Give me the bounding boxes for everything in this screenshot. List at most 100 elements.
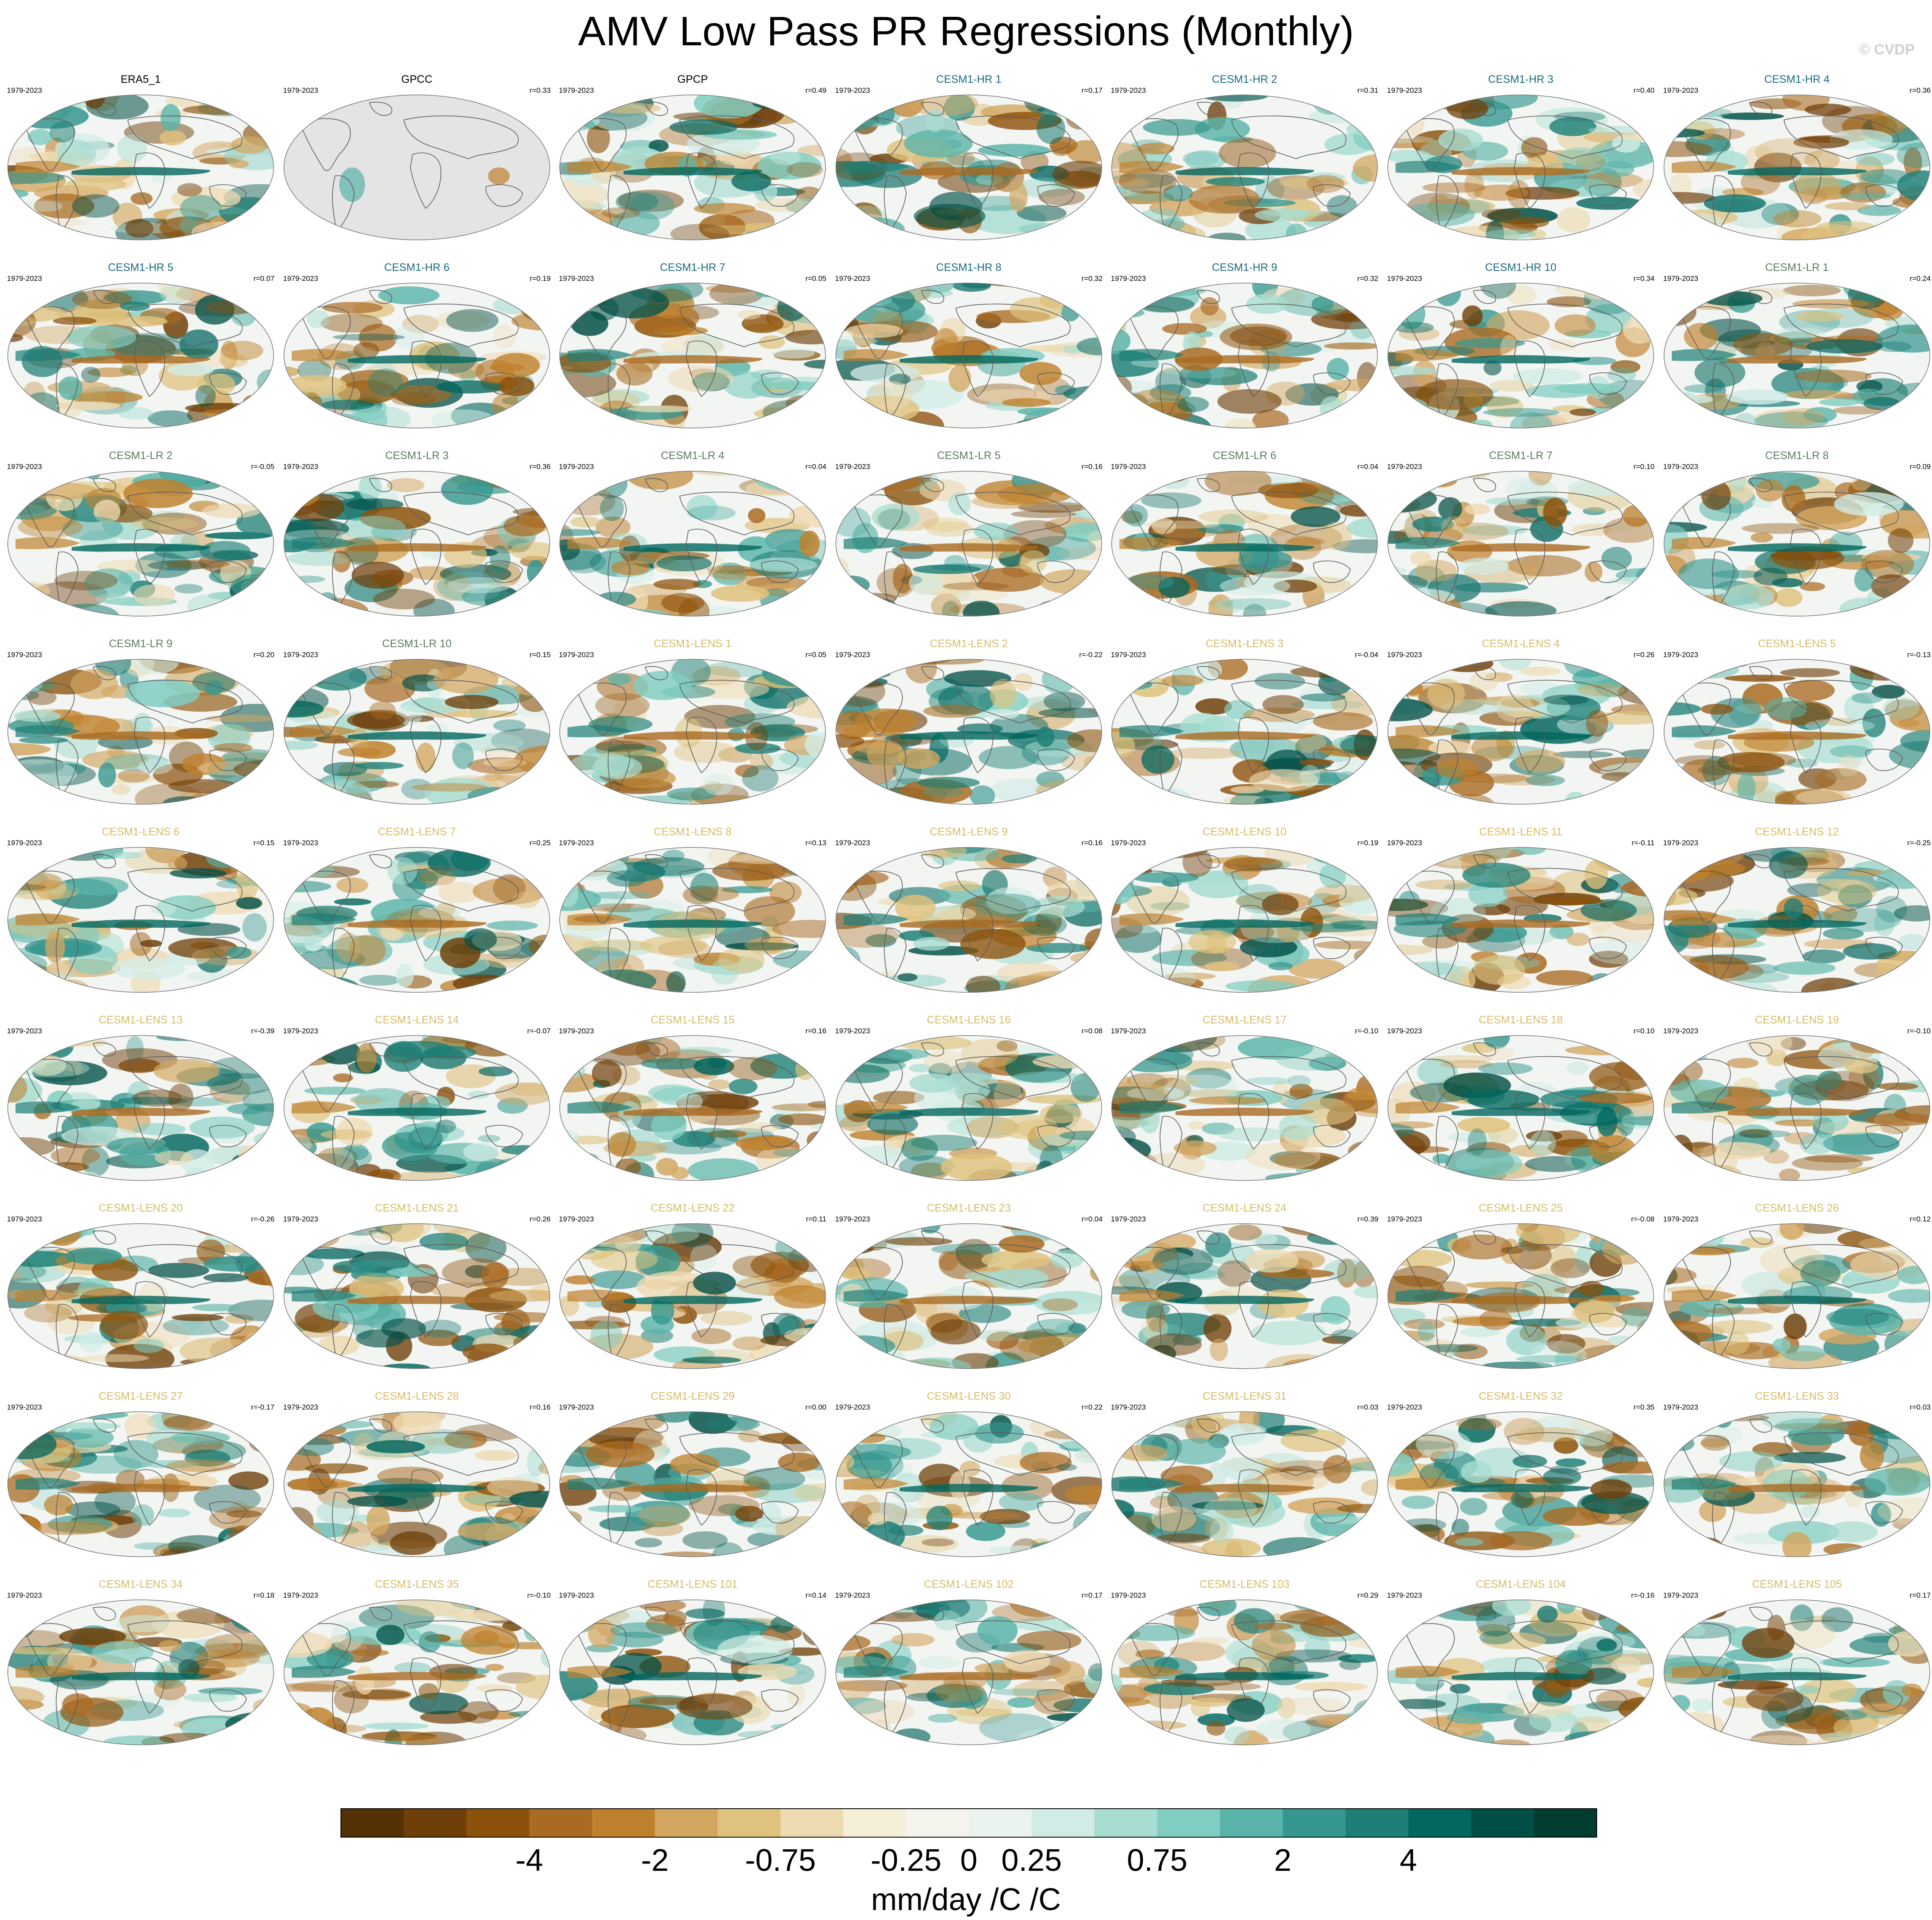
panel-title: CESM1-HR 1: [936, 73, 1002, 85]
coastline: [608, 1116, 630, 1174]
panel-correlation: r=-0.25: [1907, 839, 1931, 847]
coastline: [851, 306, 903, 359]
panel-period: 1979-2023: [835, 86, 870, 94]
coastline: [761, 937, 799, 959]
coastline: [1514, 1093, 1545, 1150]
colorbar-tick-label: -0.75: [745, 1843, 816, 1878]
colorbar-swatch: [1220, 1809, 1283, 1837]
panel-correlation: r=0.15: [253, 839, 274, 847]
coastline: [1784, 1620, 1899, 1664]
map-outline: [1664, 1035, 1930, 1181]
coastline: [209, 749, 247, 771]
panel-period: 1979-2023: [1663, 463, 1699, 471]
coastline: [23, 683, 75, 735]
map-outline: [7, 283, 274, 428]
coastline: [1784, 1432, 1899, 1476]
map-panel: CESM1-LENS 3 1979-2023 r=-0.04: [1111, 638, 1378, 810]
coastline: [92, 1606, 116, 1621]
panel-title: CESM1-LENS 23: [927, 1202, 1011, 1214]
panel-correlation: r=0.09: [1910, 463, 1931, 471]
coastline: [1196, 854, 1220, 869]
coastline: [920, 854, 944, 869]
coastline: [1514, 905, 1545, 962]
map-outline: [284, 1411, 550, 1557]
coastline: [56, 1116, 79, 1174]
coastline: [644, 666, 668, 680]
coastline: [686, 1469, 717, 1526]
coastline: [1507, 1056, 1623, 1100]
regression-map: [7, 471, 274, 617]
coastline: [1790, 340, 1822, 397]
map-panel: CESM1-LENS 19 1979-2023 r=-0.10: [1663, 1014, 1931, 1187]
coastline: [1790, 905, 1822, 962]
coastline: [1749, 101, 1772, 116]
coastline: [761, 372, 799, 395]
map-outline: [1664, 1411, 1930, 1557]
regression-map: [835, 1411, 1102, 1557]
panel-correlation: r=0.10: [1633, 463, 1655, 471]
coastline: [134, 1469, 165, 1526]
panel-correlation: r=0.24: [1910, 274, 1931, 283]
page-title: AMV Low Pass PR Regressions (Monthly): [578, 8, 1354, 54]
coastline: [1514, 717, 1545, 774]
colorbar-units: mm/day /C /C: [871, 1882, 1061, 1917]
coastline: [1680, 871, 1731, 923]
panel-period: 1979-2023: [1663, 1027, 1699, 1035]
coastline: [608, 928, 630, 985]
panel-period: 1979-2023: [559, 839, 594, 847]
coastline: [1866, 184, 1903, 207]
colorbar-swatch: [341, 1809, 404, 1837]
colorbar-swatch: [466, 1809, 529, 1837]
coastline: [134, 1281, 165, 1338]
coastline: [955, 303, 1071, 347]
map-panel: CESM1-LENS 27 1979-2023 r=-0.17: [7, 1390, 274, 1563]
coastline: [851, 1247, 903, 1300]
coastline: [962, 529, 993, 585]
coastline: [410, 152, 441, 209]
panel-title: CESM1-LR 5: [937, 450, 1001, 462]
coastline: [920, 1230, 944, 1245]
coastline: [23, 1623, 75, 1676]
coastline: [1712, 551, 1735, 609]
coastline: [127, 303, 243, 347]
panel-title: CESM1-LR 9: [109, 638, 173, 650]
coastline: [679, 1244, 795, 1288]
coastline: [1127, 1247, 1179, 1300]
coastline: [1231, 868, 1347, 912]
coastline: [575, 118, 627, 171]
coastline: [1749, 1230, 1772, 1245]
coastline: [1784, 303, 1899, 347]
panel-period: 1979-2023: [1663, 86, 1699, 94]
coastline: [1472, 854, 1496, 869]
panel-period: 1979-2023: [835, 1215, 870, 1223]
panel-period: 1979-2023: [559, 1027, 594, 1035]
coastline: [23, 1059, 75, 1111]
coastline: [686, 340, 717, 397]
panel-title: CESM1-LENS 5: [1758, 638, 1836, 650]
coastline: [209, 937, 247, 959]
panel-correlation: r=0.16: [1081, 463, 1103, 471]
panel-title: CESM1-HR 6: [384, 261, 450, 274]
regression-map: [1664, 283, 1930, 428]
coastline: [1160, 551, 1182, 609]
coastline: [1238, 905, 1269, 962]
panel-correlation: r=0.32: [1357, 274, 1378, 283]
coastline: [1436, 175, 1459, 233]
coastline: [1196, 1230, 1220, 1245]
regression-map: [1664, 471, 1930, 617]
panel-title: CESM1-HR 5: [108, 261, 173, 274]
coastline: [1866, 749, 1903, 771]
map-outline: [835, 94, 1102, 240]
map-panel: CESM1-LENS 11 1979-2023 r=-0.11: [1387, 826, 1655, 998]
coastline: [1313, 1125, 1351, 1147]
panel-correlation: r=0.34: [1633, 274, 1655, 283]
map-outline: [1664, 1599, 1930, 1745]
panel-period: 1979-2023: [7, 86, 42, 94]
panel-title: CESM1-LENS 12: [1755, 826, 1839, 838]
panel-title: CESM1-LENS 3: [1205, 638, 1284, 650]
coastline: [686, 1093, 717, 1150]
map-panel: CESM1-LR 4 1979-2023 r=0.04: [559, 450, 826, 622]
panel-title: CESM1-LENS 102: [923, 1578, 1014, 1590]
panel-period: 1979-2023: [283, 86, 318, 94]
coastline: [209, 1501, 247, 1523]
